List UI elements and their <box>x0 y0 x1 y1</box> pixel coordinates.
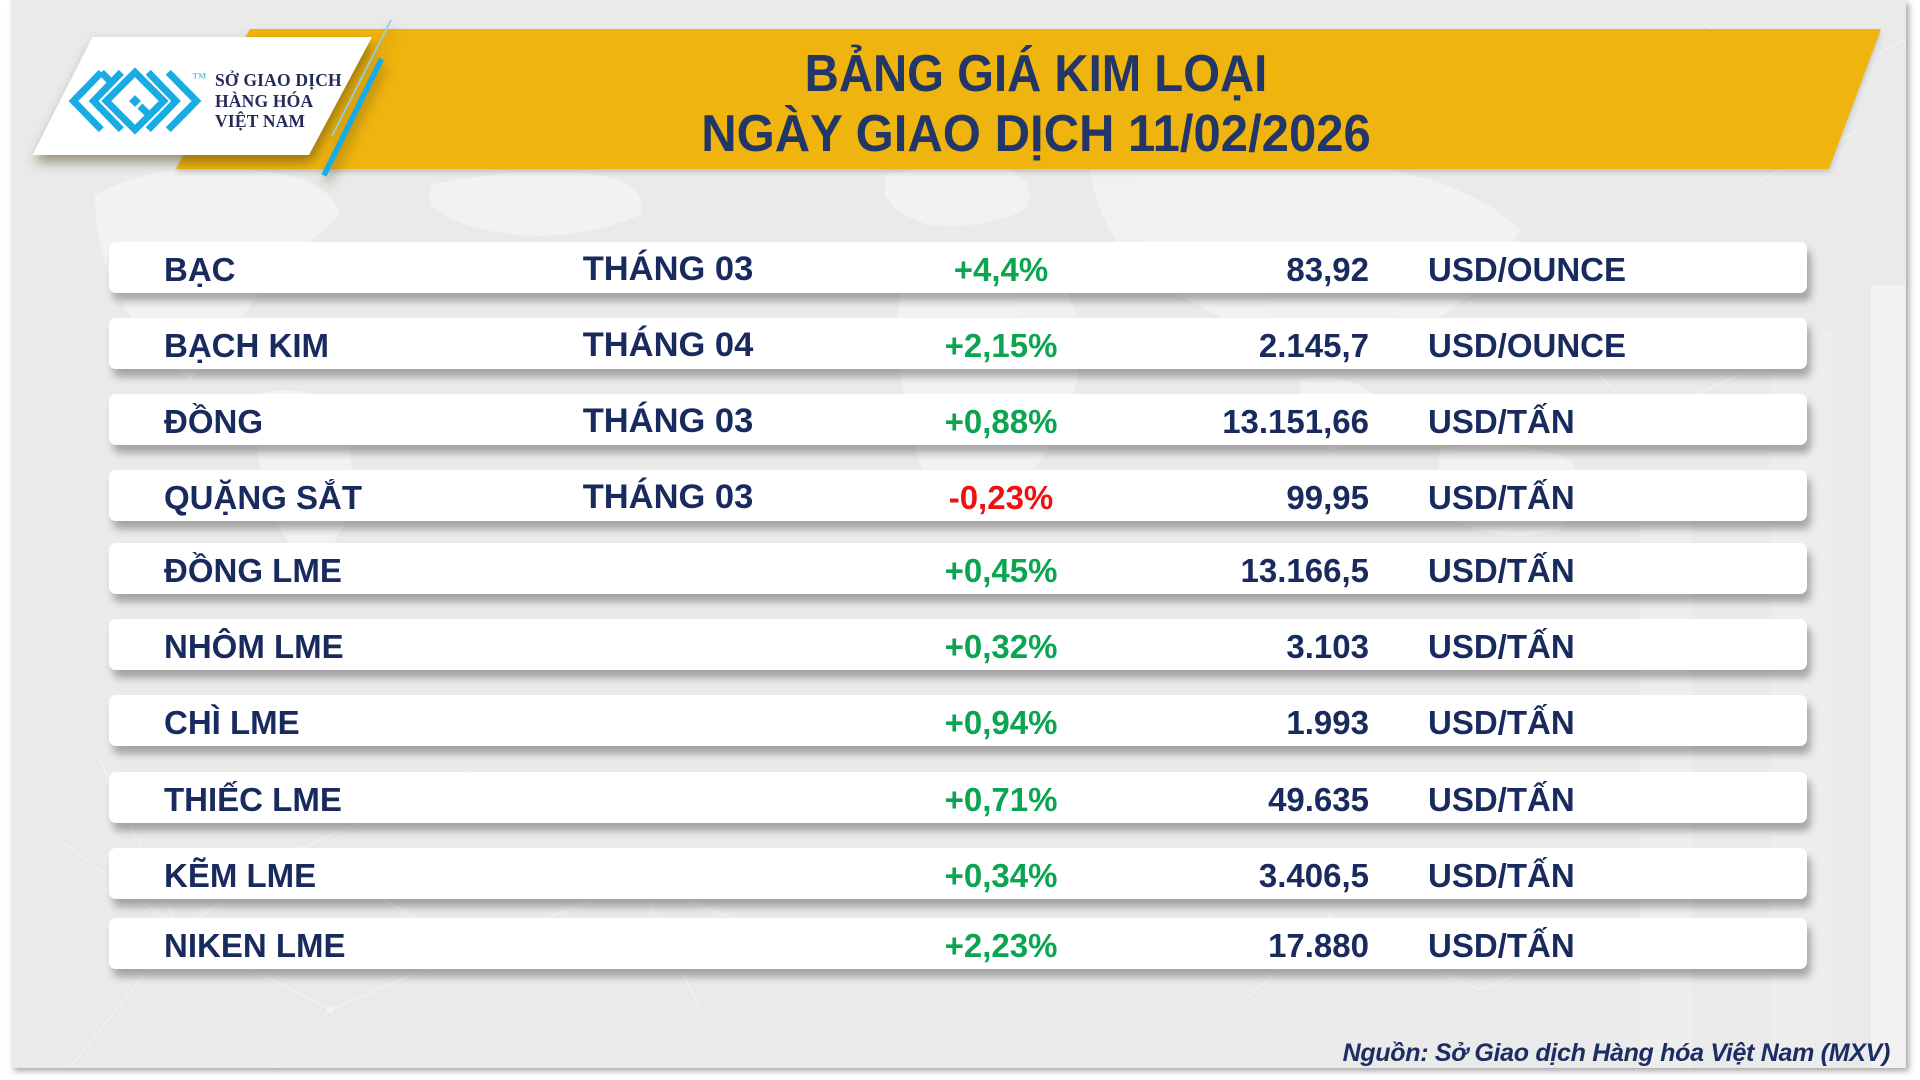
svg-text:TM: TM <box>193 71 207 81</box>
